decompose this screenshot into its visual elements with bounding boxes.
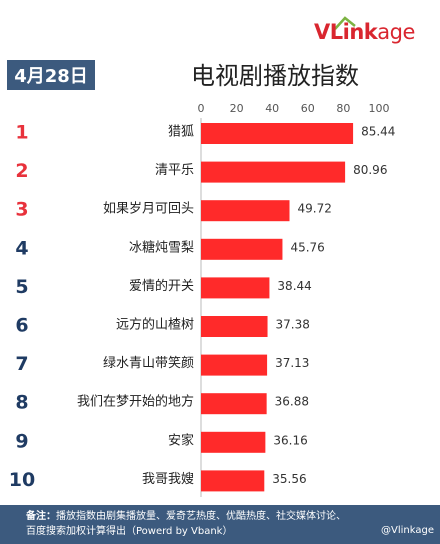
category-label: 远方的山楂树 xyxy=(116,317,194,333)
value-label: 80.96 xyxy=(353,163,387,177)
bar xyxy=(201,354,268,376)
bar xyxy=(201,200,290,222)
rank-number: 4 xyxy=(15,237,28,259)
rank-number: 5 xyxy=(15,276,28,298)
bar xyxy=(201,238,283,260)
bar xyxy=(201,431,266,453)
value-label: 37.38 xyxy=(276,318,310,332)
x-tick-label: 60 xyxy=(301,102,315,115)
footer-note: 备注：播放指数由剧集播放量、爱奇艺热度、优酷热度、社交媒体讨论、 百度搜索加权计… xyxy=(0,505,440,544)
value-label: 38.44 xyxy=(277,279,311,293)
value-label: 36.16 xyxy=(273,433,307,447)
footer-line-1: 播放指数由剧集播放量、爱奇艺热度、优酷热度、社交媒体讨论、 xyxy=(56,511,346,522)
x-tick-label: 100 xyxy=(369,102,390,115)
value-label: 37.13 xyxy=(275,356,309,370)
bar xyxy=(201,123,354,144)
category-label: 我哥我嫂 xyxy=(142,472,194,487)
footer-label: 备注： xyxy=(26,511,56,522)
bar xyxy=(201,277,270,299)
bar xyxy=(201,316,268,337)
category-label: 安家 xyxy=(168,432,194,448)
logo-roof-icon xyxy=(334,16,356,30)
rank-number: 3 xyxy=(15,199,28,221)
category-label: 清平乐 xyxy=(155,163,194,178)
category-label: 绿水青山带笑颜 xyxy=(103,355,194,371)
x-tick-label: 20 xyxy=(230,102,244,115)
x-tick-label: 0 xyxy=(198,102,205,115)
value-label: 36.88 xyxy=(275,395,309,409)
category-label: 冰糖炖雪梨 xyxy=(129,239,194,255)
rank-number: 6 xyxy=(15,315,28,337)
rank-number: 10 xyxy=(9,469,35,491)
rank-number: 8 xyxy=(15,392,28,414)
rank-number: 1 xyxy=(15,122,28,144)
logo-text-suffix: age xyxy=(377,20,415,44)
date-badge: 4月28日 xyxy=(7,60,95,90)
rank-number: 9 xyxy=(15,430,28,452)
value-label: 35.56 xyxy=(272,472,306,486)
category-label: 我们在梦开始的地方 xyxy=(77,394,194,410)
rank-number: 7 xyxy=(15,353,28,375)
x-tick-label: 40 xyxy=(265,102,279,115)
brand-logo: VLinkage xyxy=(308,16,426,48)
watermark: @Vlinkage xyxy=(381,525,434,536)
bar xyxy=(201,470,265,492)
bar xyxy=(201,161,346,183)
value-label: 45.76 xyxy=(290,240,324,254)
bar xyxy=(201,393,267,415)
value-label: 49.72 xyxy=(298,202,332,216)
x-tick-label: 80 xyxy=(336,102,350,115)
chart-title: 电视剧播放指数 xyxy=(191,62,359,90)
bar-chart: 0 20 40 60 80 100 1 猎狐 85.44 2 清平乐 80.96 3 如果岁月可回头 49.… xyxy=(9,102,395,497)
rank-number: 2 xyxy=(15,160,28,182)
logo-text-main: VLink xyxy=(314,20,378,44)
value-label: 85.44 xyxy=(361,125,395,139)
logo-text: VLinkage xyxy=(314,20,415,44)
category-label: 猎狐 xyxy=(168,125,194,140)
footer-line-2: 百度搜索加权计算得出（Powerd by Vbank） xyxy=(26,526,233,537)
category-label: 如果岁月可回头 xyxy=(103,201,194,217)
category-label: 爱情的开关 xyxy=(129,278,194,294)
